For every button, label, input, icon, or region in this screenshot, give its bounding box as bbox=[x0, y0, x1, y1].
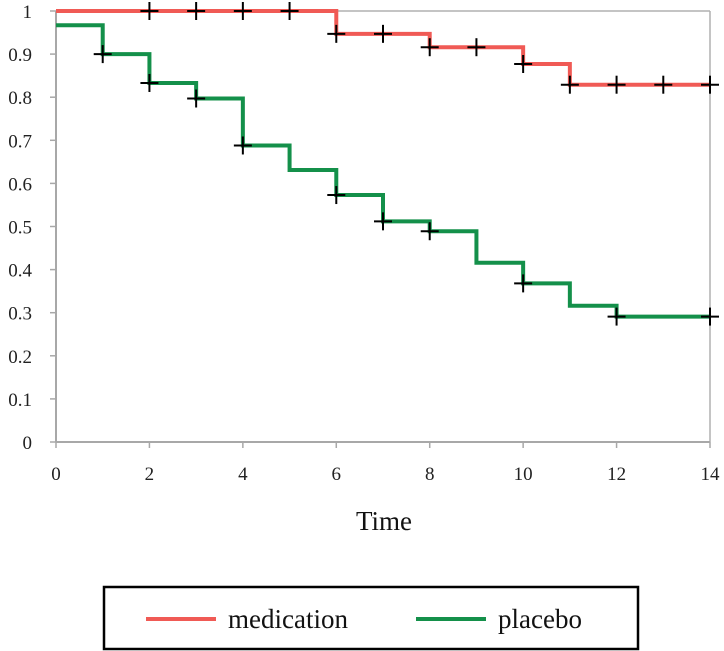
x-axis-title: Time bbox=[356, 506, 412, 536]
censor-marker-placebo bbox=[233, 136, 252, 155]
censor-marker-medication bbox=[233, 2, 252, 20]
censor-marker-placebo bbox=[93, 45, 112, 64]
censor-marker-placebo bbox=[514, 274, 533, 293]
legend: medication placebo bbox=[102, 585, 640, 651]
x-tick-label: 2 bbox=[145, 464, 155, 485]
censor-marker-placebo bbox=[187, 89, 206, 108]
x-tick-label: 10 bbox=[514, 464, 533, 485]
censor-marker-medication bbox=[701, 75, 719, 94]
censor-marker-placebo bbox=[701, 307, 719, 326]
censor-marker-medication bbox=[374, 24, 392, 43]
legend-label-placebo: placebo bbox=[498, 604, 582, 634]
censor-marker-placebo bbox=[140, 73, 159, 92]
x-tick-label: 12 bbox=[607, 464, 626, 485]
censor-marker-medication bbox=[607, 75, 626, 94]
y-tick-label: 1 bbox=[23, 2, 33, 23]
censor-marker-placebo bbox=[420, 222, 439, 241]
censor-marker-medication bbox=[654, 75, 673, 94]
censor-marker-medication bbox=[280, 2, 299, 20]
censor-marker-medication bbox=[420, 38, 439, 57]
censor-marker-medication bbox=[560, 75, 579, 94]
y-tick-label: 0.2 bbox=[8, 347, 32, 368]
series-lines bbox=[56, 9, 710, 319]
y-tick-label: 0.4 bbox=[8, 261, 32, 282]
y-tick-label: 0 bbox=[23, 433, 33, 454]
x-tick-label: 8 bbox=[425, 464, 435, 485]
x-tick-label: 0 bbox=[51, 464, 61, 485]
series-line-medication bbox=[56, 9, 710, 87]
censor-marker-placebo bbox=[374, 212, 392, 231]
y-tick-label: 0.5 bbox=[8, 218, 32, 239]
axes: 00.10.20.30.40.50.60.70.80.910 2 4 6 8 10 12 14 bbox=[8, 2, 720, 485]
censor-markers bbox=[93, 2, 719, 326]
x-tick-label: 4 bbox=[238, 464, 248, 485]
censor-marker-placebo bbox=[607, 307, 626, 326]
censor-marker-medication bbox=[140, 2, 159, 20]
censor-marker-medication bbox=[327, 24, 346, 43]
censor-marker-medication bbox=[514, 55, 533, 74]
y-tick-label: 0.7 bbox=[8, 131, 32, 152]
y-tick-label: 0.6 bbox=[8, 174, 32, 195]
y-tick-label: 0.3 bbox=[8, 304, 32, 325]
x-tick-label: 6 bbox=[332, 464, 342, 485]
series-line-placebo bbox=[56, 23, 710, 319]
censor-marker-medication bbox=[187, 2, 206, 20]
censor-marker-medication bbox=[467, 38, 486, 57]
legend-label-medication: medication bbox=[228, 604, 348, 634]
y-tick-label: 0.9 bbox=[8, 45, 32, 66]
y-tick-label: 0.1 bbox=[8, 390, 32, 411]
x-tick-label: 14 bbox=[701, 464, 721, 485]
y-tick-label: 0.8 bbox=[8, 88, 32, 109]
censor-marker-placebo bbox=[327, 186, 346, 205]
